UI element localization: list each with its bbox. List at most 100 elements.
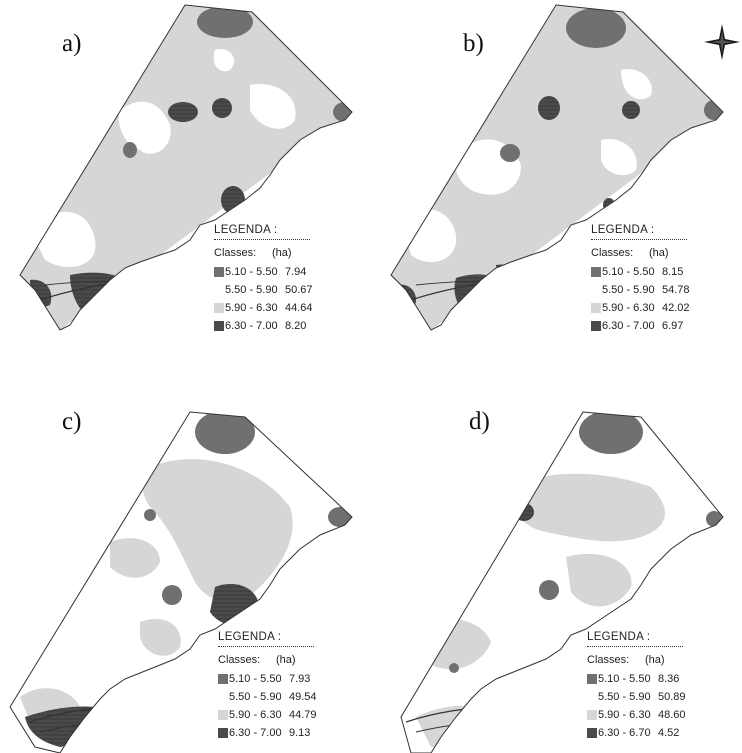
- legend-swatch: [587, 728, 597, 738]
- north-arrow-star-icon: [704, 24, 740, 60]
- legend-col-classes: Classes:: [591, 247, 634, 259]
- legend-range: 5.10 - 5.50: [602, 266, 655, 278]
- legend-row: 5.10 - 5.50 7.93: [218, 670, 329, 688]
- legend-area: 7.93: [289, 673, 311, 685]
- legend-title: LEGENDA :: [214, 224, 278, 236]
- legend-area: 42.02: [662, 302, 690, 314]
- legend-col-area: (ha): [649, 247, 669, 259]
- legend-col-area: (ha): [276, 654, 296, 666]
- legend-swatch: [218, 710, 228, 720]
- legend-area: 48.60: [658, 709, 686, 721]
- legend-area: 50.89: [658, 691, 686, 703]
- legend-swatch: [218, 692, 228, 702]
- legend-col-area: (ha): [272, 247, 292, 259]
- panel-b: b) LEGENDA : Classes: (ha) 5.10 - 5.50 8…: [371, 0, 742, 376]
- legend-col-classes: Classes:: [218, 654, 261, 666]
- legend-a: LEGENDA : Classes: (ha) 5.10 - 5.50 7.94…: [214, 224, 325, 335]
- legend-area: 9.13: [289, 727, 311, 739]
- legend-b: LEGENDA : Classes: (ha) 5.10 - 5.50 8.15…: [591, 224, 702, 335]
- legend-row: 5.10 - 5.50 8.15: [591, 263, 702, 281]
- legend-title: LEGENDA :: [218, 631, 282, 643]
- legend-area: 44.64: [285, 302, 313, 314]
- legend-divider: [218, 646, 314, 647]
- legend-row: 5.10 - 5.50 8.36: [587, 670, 698, 688]
- legend-col-classes: Classes:: [587, 654, 630, 666]
- legend-row: 5.50 - 5.90 50.67: [214, 281, 325, 299]
- legend-swatch: [214, 267, 224, 277]
- legend-range: 5.50 - 5.90: [225, 284, 278, 296]
- legend-row: 5.10 - 5.50 7.94: [214, 263, 325, 281]
- legend-area: 49.54: [289, 691, 317, 703]
- legend-swatch: [591, 267, 601, 277]
- map-panel-d: [400, 411, 724, 753]
- legend-area: 54.78: [662, 284, 690, 296]
- legend-divider: [591, 239, 687, 240]
- legend-area: 6.97: [662, 320, 684, 332]
- panel-label-c: c): [62, 408, 82, 435]
- legend-header: Classes: (ha): [587, 654, 698, 666]
- legend-row: 5.90 - 6.30 48.60: [587, 706, 698, 724]
- legend-row: 6.30 - 7.00 9.13: [218, 724, 329, 742]
- legend-divider: [587, 646, 683, 647]
- legend-row: 5.50 - 5.90 54.78: [591, 281, 702, 299]
- legend-range: 6.30 - 7.00: [602, 320, 655, 332]
- legend-range: 5.10 - 5.50: [225, 266, 278, 278]
- legend-swatch: [218, 728, 228, 738]
- legend-range: 5.90 - 6.30: [225, 302, 278, 314]
- legend-area: 50.67: [285, 284, 313, 296]
- panel-a: a) LEGENDA : Classes: (ha) 5.10 - 5.50 7…: [0, 0, 371, 376]
- legend-range: 5.50 - 5.90: [598, 691, 651, 703]
- legend-range: 6.30 - 6.70: [598, 727, 651, 739]
- legend-range: 5.10 - 5.50: [598, 673, 651, 685]
- legend-swatch: [587, 692, 597, 702]
- panel-label-d: d): [469, 408, 490, 435]
- legend-range: 5.90 - 6.30: [602, 302, 655, 314]
- legend-header: Classes: (ha): [591, 247, 702, 259]
- legend-swatch: [587, 710, 597, 720]
- legend-row: 5.50 - 5.90 49.54: [218, 688, 329, 706]
- legend-range: 5.90 - 6.30: [598, 709, 651, 721]
- legend-range: 5.50 - 5.90: [229, 691, 282, 703]
- legend-col-area: (ha): [645, 654, 665, 666]
- legend-row: 6.30 - 7.00 8.20: [214, 317, 325, 335]
- legend-header: Classes: (ha): [214, 247, 325, 259]
- legend-swatch: [218, 674, 228, 684]
- legend-swatch: [591, 321, 601, 331]
- legend-row: 6.30 - 6.70 4.52: [587, 724, 698, 742]
- legend-swatch: [591, 285, 601, 295]
- legend-swatch: [214, 321, 224, 331]
- legend-divider: [214, 239, 310, 240]
- legend-title: LEGENDA :: [591, 224, 655, 236]
- legend-swatch: [587, 674, 597, 684]
- legend-range: 5.10 - 5.50: [229, 673, 282, 685]
- map-panel-b: [390, 4, 724, 331]
- legend-swatch: [214, 303, 224, 313]
- map-panel-a: [19, 4, 353, 331]
- legend-d: LEGENDA : Classes: (ha) 5.10 - 5.50 8.36…: [587, 631, 698, 742]
- legend-area: 4.52: [658, 727, 680, 739]
- legend-col-classes: Classes:: [214, 247, 257, 259]
- legend-range: 6.30 - 7.00: [229, 727, 282, 739]
- legend-area: 8.20: [285, 320, 307, 332]
- legend-title: LEGENDA :: [587, 631, 651, 643]
- panel-d: d) LEGENDA : Classes: (ha) 5.10 - 5.50 8…: [371, 377, 742, 753]
- legend-row: 6.30 - 7.00 6.97: [591, 317, 702, 335]
- legend-swatch: [214, 285, 224, 295]
- legend-area: 8.15: [662, 266, 684, 278]
- legend-range: 6.30 - 7.00: [225, 320, 278, 332]
- panel-label-b: b): [463, 30, 484, 57]
- legend-header: Classes: (ha): [218, 654, 329, 666]
- panel-c: c) LEGENDA : Classes: (ha) 5.10 - 5.50 7…: [0, 377, 371, 753]
- panel-label-a: a): [62, 30, 82, 57]
- legend-area: 44.79: [289, 709, 317, 721]
- legend-c: LEGENDA : Classes: (ha) 5.10 - 5.50 7.93…: [218, 631, 329, 742]
- map-panel-c: [9, 411, 353, 753]
- legend-area: 7.94: [285, 266, 307, 278]
- legend-swatch: [591, 303, 601, 313]
- legend-row: 5.50 - 5.90 50.89: [587, 688, 698, 706]
- legend-range: 5.90 - 6.30: [229, 709, 282, 721]
- legend-range: 5.50 - 5.90: [602, 284, 655, 296]
- legend-row: 5.90 - 6.30 44.64: [214, 299, 325, 317]
- legend-row: 5.90 - 6.30 42.02: [591, 299, 702, 317]
